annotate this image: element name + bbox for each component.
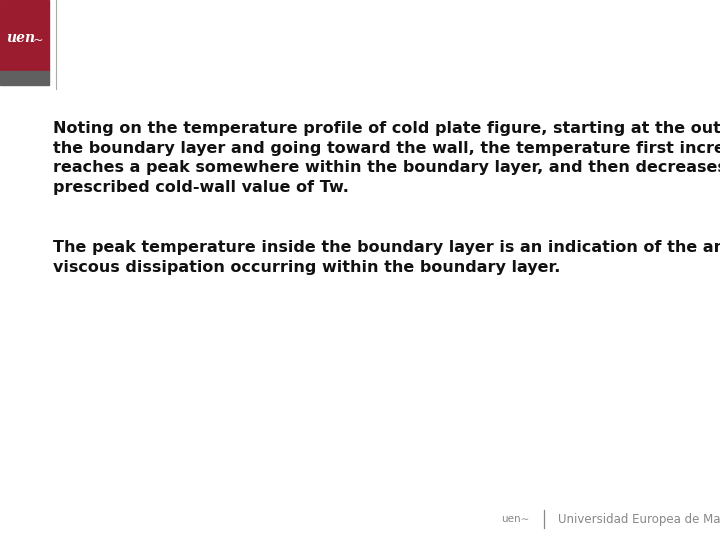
Text: ~: ~: [33, 33, 44, 46]
Text: viscous dissipation occurring within the boundary layer.: viscous dissipation occurring within the…: [53, 260, 560, 275]
Text: prescribed cold-wall value of Tw.: prescribed cold-wall value of Tw.: [53, 180, 348, 195]
Text: uen: uen: [6, 31, 35, 45]
Text: Noting on the temperature profile of cold plate figure, starting at the outer ed: Noting on the temperature profile of col…: [53, 122, 720, 137]
Text: reaches a peak somewhere within the boundary layer, and then decreases to its: reaches a peak somewhere within the boun…: [53, 160, 720, 176]
Text: the boundary layer and going toward the wall, the temperature first increases,: the boundary layer and going toward the …: [53, 141, 720, 156]
Text: Universidad Europea de Madrid: Universidad Europea de Madrid: [558, 513, 720, 526]
Text: uen∼: uen∼: [501, 515, 529, 524]
Text: The peak temperature inside the boundary layer is an indication of the amount of: The peak temperature inside the boundary…: [53, 240, 720, 255]
